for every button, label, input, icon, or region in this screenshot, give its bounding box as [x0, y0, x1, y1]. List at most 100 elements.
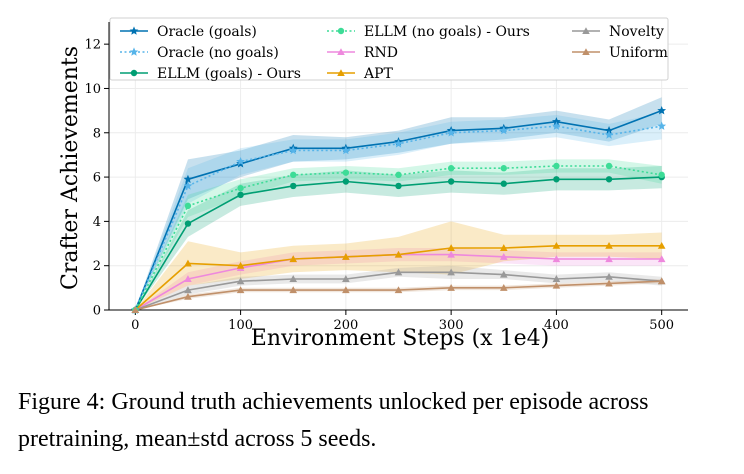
point-rnd [499, 253, 508, 260]
legend-marker-novelty [582, 27, 590, 35]
point-oracle-no-goals [288, 145, 298, 155]
point-ellm-no-goals-ours [395, 171, 402, 179]
legend-label-apt: APT [363, 66, 394, 82]
point-ellm-no-goals-ours [342, 169, 350, 176]
point-ellm-no-goals-ours [290, 171, 297, 179]
point-ellm-goals-ours [184, 220, 192, 227]
legend-label-novelty: Novelty [609, 24, 664, 40]
point-novelty [289, 275, 298, 283]
x-tick-label: 300 [439, 318, 464, 333]
point-uniform [289, 286, 298, 294]
legend-label-oracle-goals: Oracle (goals) [157, 24, 257, 40]
point-ellm-goals-ours [447, 178, 455, 185]
y-tick-label: 2 [93, 259, 101, 274]
point-ellm-no-goals-ours [237, 184, 244, 192]
point-ellm-goals-ours [605, 176, 613, 183]
point-oracle-no-goals [446, 128, 456, 137]
point-oracle-goals [604, 125, 614, 135]
legend-marker-rnd [337, 48, 345, 56]
y-tick-label: 10 [84, 82, 101, 97]
point-novelty [499, 270, 508, 278]
point-ellm-no-goals-ours [553, 162, 560, 170]
legend-marker-apt [337, 69, 345, 77]
point-oracle-goals [552, 117, 561, 126]
point-ellm-goals-ours [290, 182, 297, 190]
x-tick-label: 0 [131, 318, 139, 333]
point-apt [499, 244, 508, 252]
y-axis-label: Crafter Achievements [58, 46, 83, 290]
point-rnd [657, 255, 666, 263]
point-oracle-no-goals [499, 125, 509, 135]
point-uniform [552, 281, 561, 289]
line-ellm-no-goals-ours [134, 165, 662, 311]
point-uniform [447, 284, 455, 291]
point-uniform [657, 277, 666, 285]
point-apt [184, 259, 192, 267]
legend-marker-oracle-goals [129, 26, 139, 35]
series-markers [130, 106, 667, 314]
point-oracle-goals [657, 106, 667, 115]
legend-marker-oracle-no-goals [129, 47, 139, 56]
y-tick-label: 4 [93, 215, 101, 230]
y-tick-label: 6 [93, 171, 101, 186]
point-novelty [552, 275, 561, 283]
legend-marker-ellm-goals-ours [130, 69, 138, 77]
point-novelty [184, 286, 192, 294]
point-uniform [499, 284, 508, 291]
band-oracle-no-goals [135, 112, 662, 310]
point-ellm-goals-ours [237, 191, 244, 198]
y-tick-label: 8 [93, 126, 101, 141]
point-apt [552, 241, 561, 249]
point-uniform [236, 286, 245, 294]
point-apt [394, 250, 403, 258]
point-novelty [236, 277, 245, 285]
legend: Oracle (goals) Oracle (no goals) ELLM (goa… [109, 17, 669, 82]
point-oracle-no-goals [394, 139, 403, 148]
point-apt [605, 241, 613, 249]
x-tick-label: 500 [649, 318, 674, 333]
point-ellm-goals-ours [342, 178, 350, 185]
point-apt [236, 261, 245, 269]
tick-labels: 0 100 200 300 400 500 0 2 4 6 8 10 12 [84, 38, 674, 333]
point-uniform [342, 286, 350, 294]
figure-caption: Figure 4: Ground truth achievements unlo… [18, 389, 649, 452]
legend-box [109, 17, 669, 81]
point-rnd [447, 250, 455, 258]
legend-label-ellm-no-goals-ours: ELLM (no goals) - Ours [364, 24, 530, 40]
point-oracle-no-goals [552, 121, 561, 130]
legend-label-ellm-goals-ours: ELLM (goals) - Ours [157, 66, 301, 82]
point-oracle-goals [183, 174, 193, 184]
point-apt [342, 253, 350, 260]
point-rnd [184, 275, 192, 283]
point-ellm-no-goals-ours [500, 165, 507, 172]
point-ellm-no-goals-ours [658, 171, 665, 179]
band-apt [135, 221, 662, 310]
point-ellm-goals-ours [500, 180, 507, 187]
y-tick-label: 12 [84, 38, 101, 53]
point-oracle-no-goals [341, 145, 351, 155]
point-apt [447, 244, 455, 252]
x-axis-label: Environment Steps (x 1e4) [251, 326, 549, 351]
point-ellm-no-goals-ours [184, 202, 192, 210]
point-uniform [605, 279, 613, 287]
legend-label-oracle-no-goals: Oracle (no goals) [157, 45, 279, 61]
point-uniform [184, 292, 192, 300]
legend-label-uniform: Uniform [609, 45, 668, 61]
point-ellm-goals-ours [395, 182, 402, 190]
legend-marker-ellm-no-goals-ours [337, 27, 345, 35]
axes-frame [104, 22, 688, 315]
point-apt [657, 241, 666, 249]
x-tick-label: 200 [333, 318, 358, 333]
x-tick-label: 100 [228, 318, 253, 333]
band-oracle-goals [135, 97, 662, 310]
point-ellm-goals-ours [553, 176, 560, 183]
point-oracle-no-goals [236, 156, 245, 166]
point-oracle-no-goals [604, 130, 614, 139]
point-uniform [131, 306, 140, 314]
point-novelty [447, 268, 455, 276]
point-rnd [605, 255, 613, 263]
point-novelty [342, 275, 350, 283]
point-apt [289, 255, 298, 263]
point-ellm-no-goals-ours [605, 162, 613, 170]
legend-marker-uniform [582, 48, 590, 56]
